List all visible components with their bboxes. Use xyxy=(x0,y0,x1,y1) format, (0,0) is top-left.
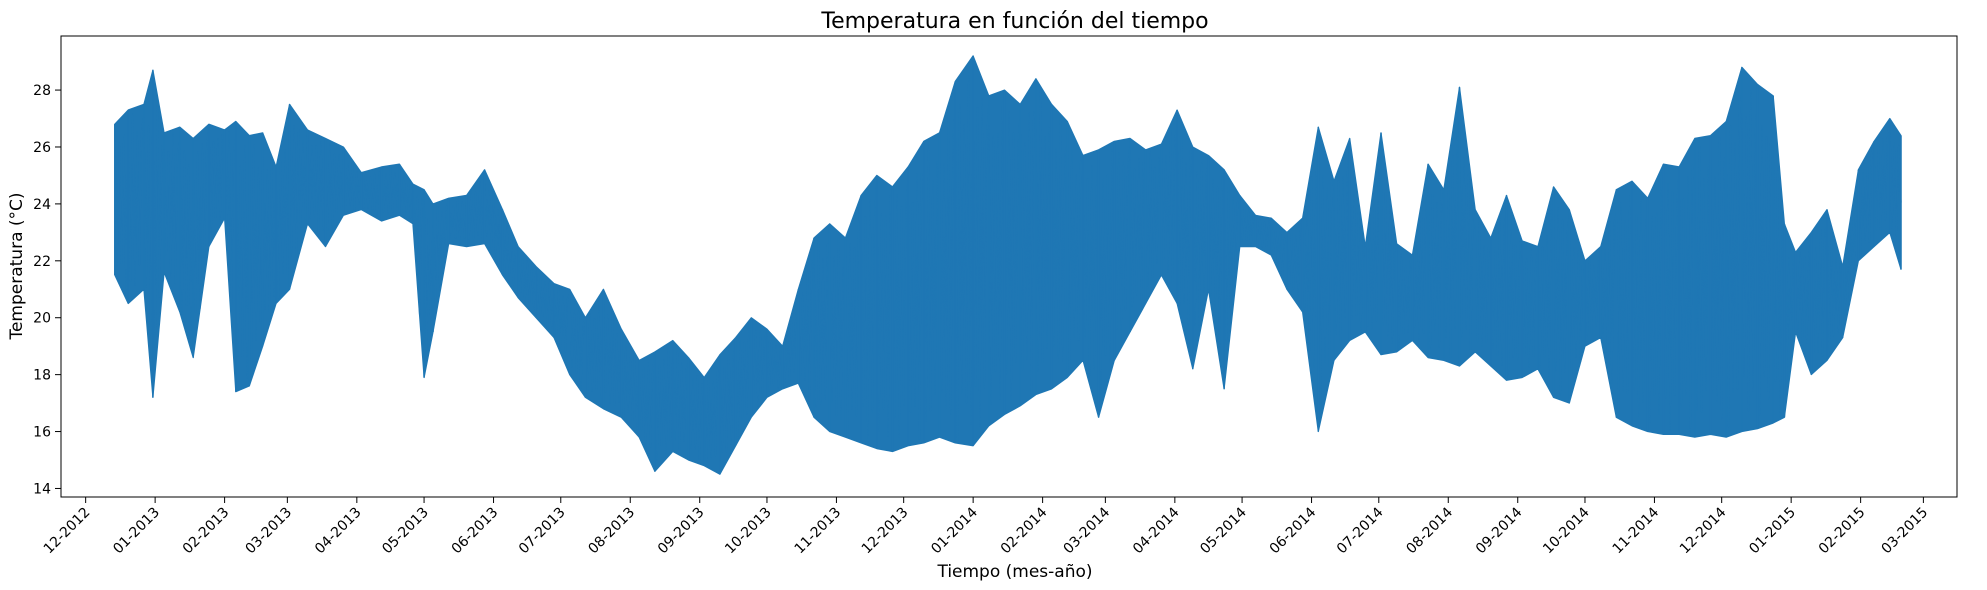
plot-frame xyxy=(60,35,1958,498)
x-tick-label: 06-2014 xyxy=(1267,504,1320,557)
y-tick-label: 22 xyxy=(33,254,51,270)
x-tick-label: 01-2015 xyxy=(1746,505,1799,558)
x-tick-label: 10-2013 xyxy=(722,505,775,558)
y-tick-label: 28 xyxy=(33,83,51,99)
x-tick-label: 04-2013 xyxy=(312,505,365,558)
x-tick-label: 10-2014 xyxy=(1540,504,1593,557)
x-tick-label: 07-2013 xyxy=(516,505,569,558)
y-tick-label: 20 xyxy=(33,311,51,327)
x-tick-label: 02-2015 xyxy=(1816,505,1869,558)
x-tick-label: 05-2014 xyxy=(1197,504,1250,557)
x-tick-label: 08-2014 xyxy=(1403,504,1456,557)
x-tick-label: 03-2015 xyxy=(1879,505,1932,558)
x-tick-label: 09-2013 xyxy=(655,505,708,558)
y-axis-label: Temperatura (°C) xyxy=(7,192,27,340)
y-tick-label: 14 xyxy=(33,481,51,497)
x-tick-label: 03-2013 xyxy=(243,505,296,558)
x-tick-label: 08-2013 xyxy=(585,505,638,558)
x-tick-label: 02-2014 xyxy=(998,504,1051,557)
x-axis: 12-2012 01-2013 02-2013 03-2013 04-2013 05-20… xyxy=(41,497,1931,557)
x-tick-label: 05-2013 xyxy=(379,505,432,558)
x-tick-label: 01-2013 xyxy=(110,505,163,558)
x-tick-label: 12-2012 xyxy=(41,505,94,558)
x-tick-label: 12-2014 xyxy=(1677,504,1730,557)
x-tick-label: 11-2014 xyxy=(1610,504,1663,557)
x-tick-label: 02-2013 xyxy=(180,505,233,558)
chart-title: Temperatura en función del tiempo xyxy=(820,9,1208,34)
x-tick-label: 09-2014 xyxy=(1473,504,1526,557)
y-tick-label: 24 xyxy=(33,197,51,213)
y-tick-label: 16 xyxy=(33,425,51,441)
x-tick-label: 04-2014 xyxy=(1130,504,1183,557)
x-tick-label: 06-2013 xyxy=(449,505,502,558)
series-layer xyxy=(114,55,1902,475)
x-tick-label: 03-2014 xyxy=(1061,504,1114,557)
y-tick-label: 18 xyxy=(33,368,51,384)
y-axis: 14 16 18 20 22 24 26 28 xyxy=(33,83,61,497)
x-tick-label: 01-2014 xyxy=(928,504,981,557)
x-tick-label: 07-2014 xyxy=(1334,504,1387,557)
y-tick-label: 26 xyxy=(33,140,51,156)
x-tick-label: 12-2013 xyxy=(859,505,912,558)
x-axis-label: Tiempo (mes-año) xyxy=(936,562,1092,582)
x-tick-label: 11-2013 xyxy=(792,505,845,558)
